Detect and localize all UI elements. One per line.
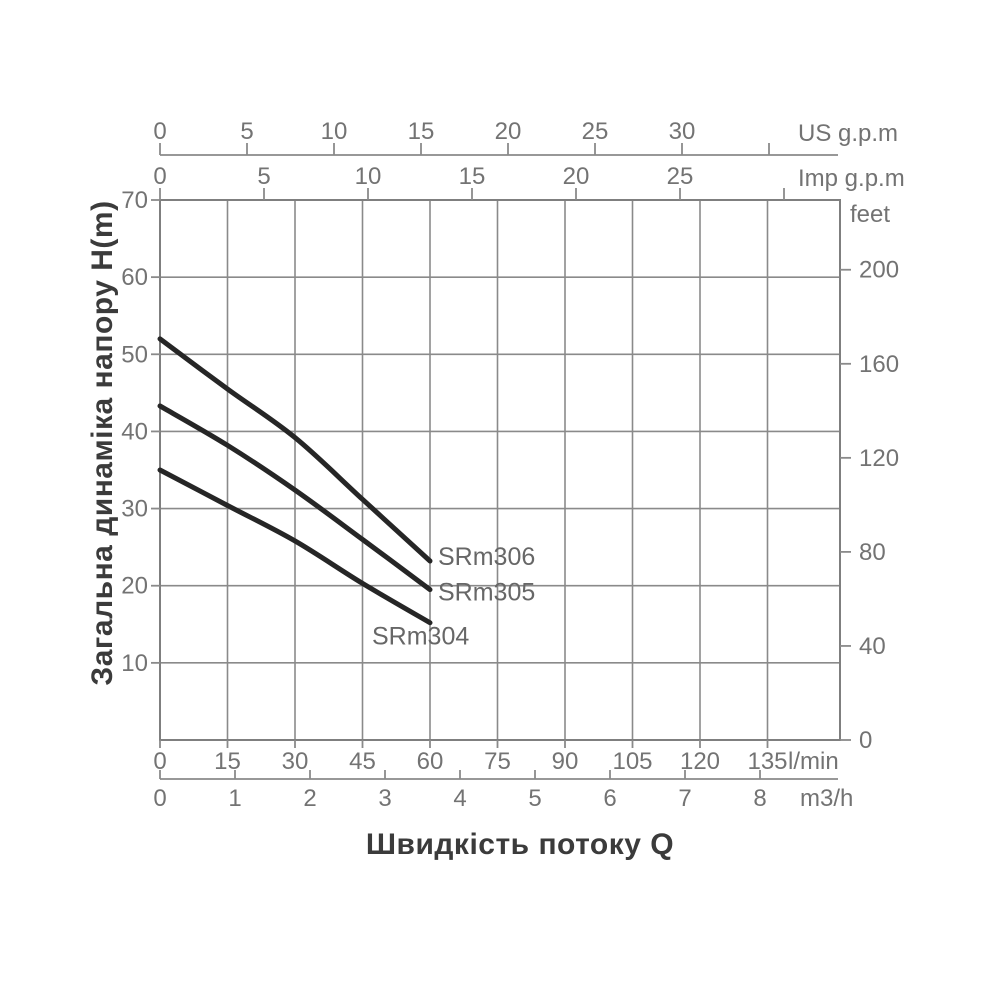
imp-gpm-tick-label: 25 [667,163,694,190]
lmin-tick-label: 75 [484,748,511,775]
lmin-tick-label: 30 [282,748,309,775]
lmin-tick-label: 90 [552,748,579,775]
us-gpm-tick-label: 25 [582,118,609,145]
curve-label-SRm306: SRm306 [438,543,535,571]
us-gpm-tick-label: 30 [669,118,696,145]
curve-SRm305 [157,403,433,593]
lmin-tick-label: 135 [747,748,787,775]
curve-label-SRm305: SRm305 [438,579,535,607]
us-gpm-tick-label: 20 [495,118,522,145]
m3h-tick-label: 0 [153,785,166,812]
us-gpm-tick-label: 15 [408,118,435,145]
curve-SRm306 [157,336,433,564]
imp-gpm-tick-label: 15 [459,163,486,190]
imp-gpm-unit-label: Imp g.p.m [798,165,905,192]
feet-tick-label: 200 [859,257,899,284]
h-axis-tick-label: 30 [121,496,148,523]
imp-gpm-tick-label: 10 [355,163,382,190]
imp-gpm-tick-label: 5 [257,163,270,190]
m3h-tick-label: 2 [303,785,316,812]
x-axis-title: Швидкість потоку Q [365,828,675,861]
lmin-tick-label: 105 [612,748,652,775]
feet-tick-label: 80 [859,539,886,566]
lmin-tick-label: 45 [349,748,376,775]
m3h-unit-label: m3/h [800,785,853,812]
us-gpm-tick-label: 5 [240,118,253,145]
imp-gpm-tick-label: 0 [153,163,166,190]
imp-gpm-tick-label: 20 [563,163,590,190]
feet-tick-label: 160 [859,351,899,378]
feet-tick-label: 120 [859,445,899,472]
m3h-tick-label: 4 [453,785,466,812]
us-gpm-tick-label: 10 [321,118,348,145]
m3h-tick-label: 1 [228,785,241,812]
us-gpm-unit-label: US g.p.m [798,120,898,147]
h-axis-tick-label: 50 [121,341,148,368]
feet-unit-label: feet [850,201,890,228]
lmin-tick-label: 15 [214,748,241,775]
curve-label-SRm304: SRm304 [372,623,469,651]
m3h-tick-label: 7 [678,785,691,812]
m3h-tick-label: 8 [753,785,766,812]
feet-tick-label: 40 [859,633,886,660]
h-axis-tick-label: 60 [121,264,148,291]
h-axis-tick-label: 40 [121,418,148,445]
us-gpm-tick-label: 0 [153,118,166,145]
m3h-tick-label: 3 [378,785,391,812]
lmin-tick-label: 60 [417,748,444,775]
m3h-tick-label: 6 [603,785,616,812]
y-axis-title: Загальна динаміка напору H(m) [86,200,119,686]
lmin-tick-label: 0 [153,748,166,775]
feet-tick-label: 0 [859,727,872,754]
lmin-tick-label: 120 [680,748,720,775]
m3h-tick-label: 5 [528,785,541,812]
lmin-unit-label: l/min [788,748,839,775]
h-axis-tick-label: 70 [121,187,148,214]
curve-SRm304 [157,467,433,626]
h-axis-tick-label: 10 [121,650,148,677]
h-axis-tick-label: 20 [121,573,148,600]
